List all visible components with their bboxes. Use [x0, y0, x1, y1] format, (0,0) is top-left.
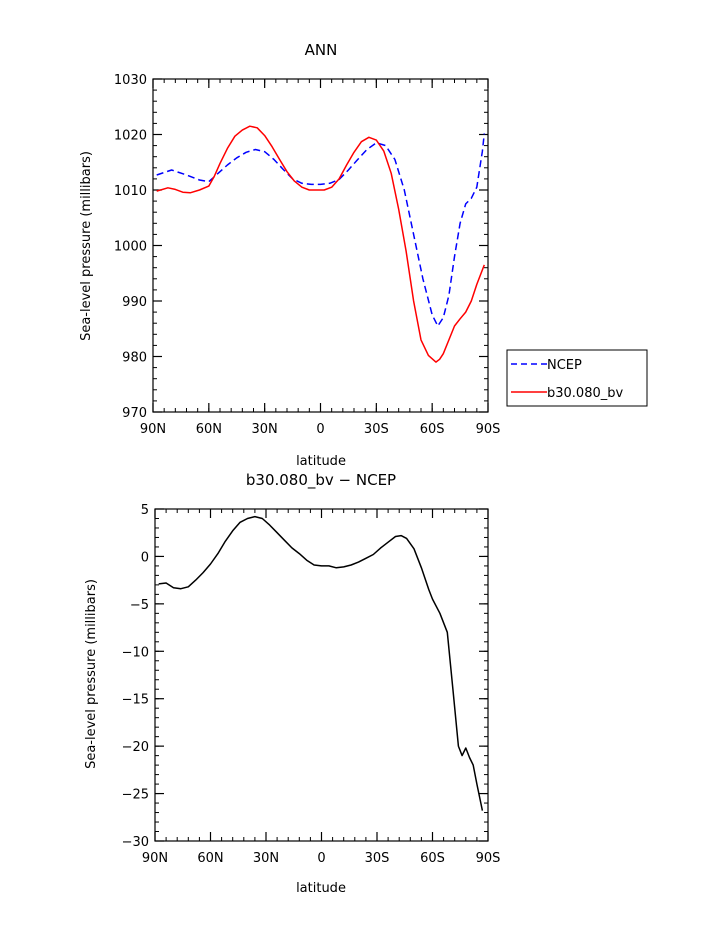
- bottom-y-tick-label: −5: [130, 598, 149, 613]
- legend: NCEP b30.080_bv: [506, 349, 648, 407]
- top-chart-title: ANN: [305, 41, 338, 59]
- top-chart-panel: ANN Sea-level pressure (millibars) latit…: [79, 41, 648, 469]
- bottom-y-tick-label: 5: [141, 503, 149, 518]
- top-x-tick-label: 60S: [420, 422, 445, 437]
- top-x-tick-label: 0: [316, 422, 324, 437]
- bottom-x-axis-label: latitude: [296, 881, 346, 896]
- top-x-tick-label: 60N: [196, 422, 222, 437]
- bottom-y-tick-label: −20: [122, 740, 149, 755]
- top-y-tick-label: 990: [122, 295, 147, 310]
- bottom-x-tick-label: 30S: [365, 851, 390, 866]
- bottom-series-line-0: [158, 515, 484, 811]
- top-x-tick-label: 30N: [252, 422, 278, 437]
- bottom-x-tick-label: 30N: [253, 851, 279, 866]
- top-series-line-ncep: [156, 133, 486, 327]
- top-y-tick-label: 1000: [114, 240, 147, 255]
- top-y-tick-label: 980: [122, 351, 147, 366]
- bottom-x-tick-label: 60N: [197, 851, 223, 866]
- top-x-tick-label: 90N: [140, 422, 166, 437]
- bottom-y-tick-label: −30: [122, 835, 149, 850]
- legend-model-label: b30.080_bv: [547, 386, 623, 401]
- bottom-x-tick-label: 0: [317, 851, 325, 866]
- top-y-tick-label: 1030: [114, 73, 147, 88]
- top-y-tick-label: 970: [122, 406, 147, 421]
- bottom-y-axis-label: Sea-level pressure (millibars): [84, 579, 99, 769]
- bottom-x-tick-label: 90S: [476, 851, 501, 866]
- legend-box: [506, 349, 648, 407]
- top-y-tick-label: 1020: [114, 129, 147, 144]
- top-x-tick-label: 90S: [476, 422, 501, 437]
- bottom-x-tick-label: 90N: [142, 851, 168, 866]
- bottom-y-tick-label: −25: [122, 788, 149, 803]
- bottom-chart-title: b30.080_bv − NCEP: [246, 471, 396, 490]
- legend-ncep-label: NCEP: [547, 358, 582, 373]
- bottom-plot-frame: [154, 508, 489, 842]
- top-x-axis-label: latitude: [296, 454, 346, 469]
- top-plot-frame: [152, 78, 489, 413]
- top-y-tick-label: 1010: [114, 184, 147, 199]
- bottom-x-tick-label: 60S: [420, 851, 445, 866]
- top-x-tick-label: 30S: [364, 422, 389, 437]
- top-y-axis-label: Sea-level pressure (millibars): [79, 151, 94, 341]
- bottom-y-tick-label: −15: [122, 693, 149, 708]
- bottom-y-tick-label: −10: [122, 645, 149, 660]
- top-series-line-b30-080-bv: [156, 125, 485, 363]
- bottom-y-tick-label: 0: [141, 550, 149, 565]
- bottom-chart-panel: b30.080_bv − NCEP Sea-level pressure (mi…: [84, 471, 500, 896]
